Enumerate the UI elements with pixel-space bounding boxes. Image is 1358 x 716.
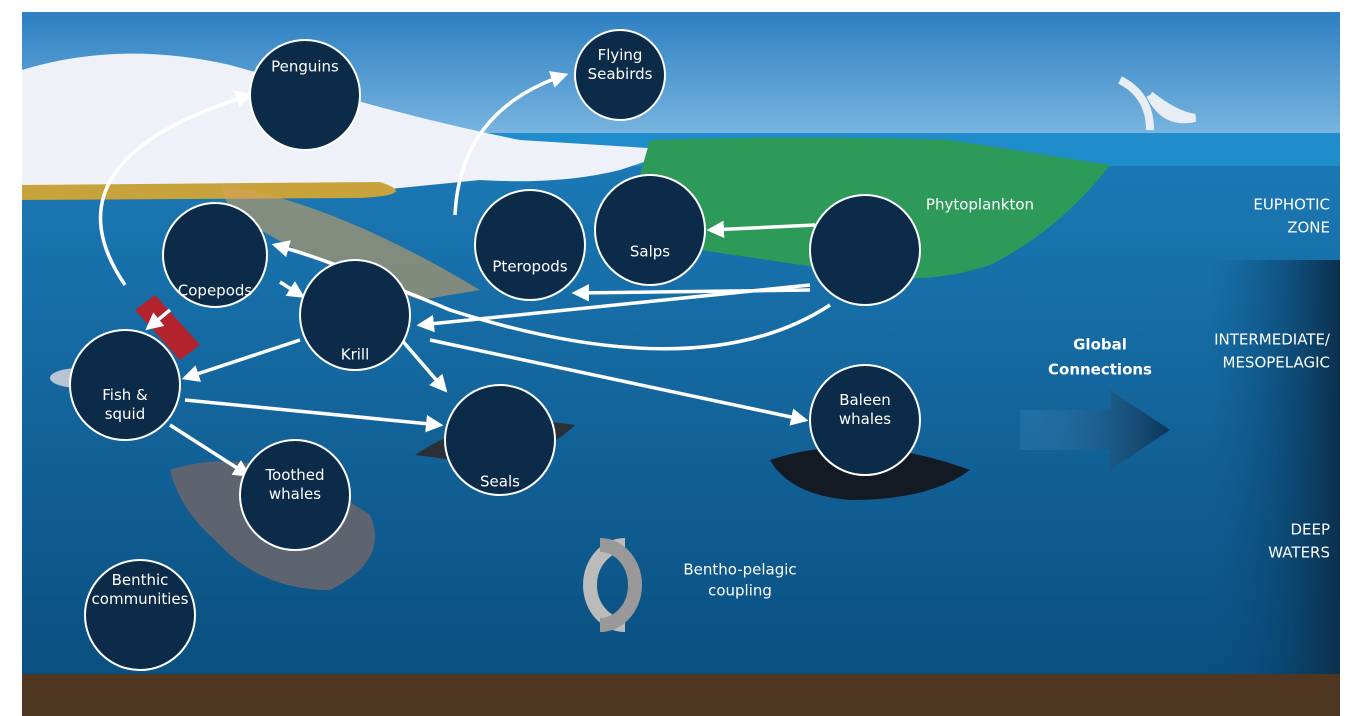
krill-swarm — [220, 185, 480, 300]
node-label: Fish & — [102, 386, 148, 404]
node-circle — [239, 439, 351, 551]
node-label: Pteropods — [492, 258, 567, 276]
node-label: Toothed — [264, 466, 324, 484]
zone-label: INTERMEDIATE/ — [1214, 331, 1331, 349]
node-circle — [574, 29, 666, 121]
food-web-arrow — [398, 336, 448, 393]
arrows — [98, 71, 831, 477]
food-web-arrow — [98, 90, 254, 286]
food-web-arrow — [181, 338, 301, 382]
node-circle — [444, 384, 556, 496]
node-label: Seals — [480, 473, 520, 491]
zone-label: DEEP — [1290, 521, 1330, 539]
node-label: squid — [105, 405, 146, 423]
food-web-arrow — [429, 338, 809, 426]
whale-tail — [1118, 76, 1196, 131]
global-label: Global — [1073, 336, 1127, 354]
node-label: Penguins — [271, 58, 339, 76]
node-label: Flying — [598, 46, 643, 64]
node-label: communities — [92, 590, 189, 608]
ice-edge — [22, 182, 396, 200]
node-label: Seabirds — [588, 65, 653, 83]
node-circle — [162, 202, 268, 308]
food-web-arrow — [416, 283, 811, 333]
coupling-label: coupling — [708, 582, 772, 600]
global-label: Connections — [1048, 361, 1152, 379]
node-label: Copepods — [178, 282, 253, 300]
food-web-arrow — [271, 240, 831, 351]
node-circle — [299, 259, 411, 371]
node-label: Benthic — [112, 571, 169, 589]
zone-label: MESOPELAGIC — [1223, 354, 1331, 372]
node-label: whales — [839, 410, 891, 428]
node-circle — [249, 39, 361, 151]
node-label: Salps — [630, 243, 670, 261]
node-circle — [594, 174, 706, 286]
food-web-arrow — [145, 308, 172, 331]
node-label: Phytoplankton — [926, 196, 1034, 214]
node-label: Baleen — [839, 391, 891, 409]
seabed — [22, 674, 1340, 716]
nodes — [69, 29, 921, 671]
node-circle — [809, 364, 921, 476]
node-circle — [84, 559, 196, 671]
food-web-arrow — [279, 280, 305, 298]
squid — [135, 295, 200, 360]
food-web-arrow — [184, 398, 444, 433]
node-label: whales — [269, 485, 321, 503]
node-label: Krill — [341, 346, 370, 364]
zone-label: ZONE — [1287, 219, 1330, 237]
food-web-arrow — [169, 423, 251, 477]
food-web-arrow — [706, 220, 816, 239]
global-arrow — [1020, 390, 1170, 470]
coupling-arc — [599, 538, 642, 632]
node-circle — [474, 189, 586, 301]
food-web-arrow — [453, 71, 569, 216]
coupling-label: Bentho-pelagic — [683, 561, 796, 579]
zone-label: EUPHOTIC — [1253, 196, 1330, 214]
zone-label: WATERS — [1268, 544, 1330, 562]
node-circle — [69, 329, 181, 441]
node-circle — [809, 194, 921, 306]
depth-band — [1210, 260, 1340, 676]
